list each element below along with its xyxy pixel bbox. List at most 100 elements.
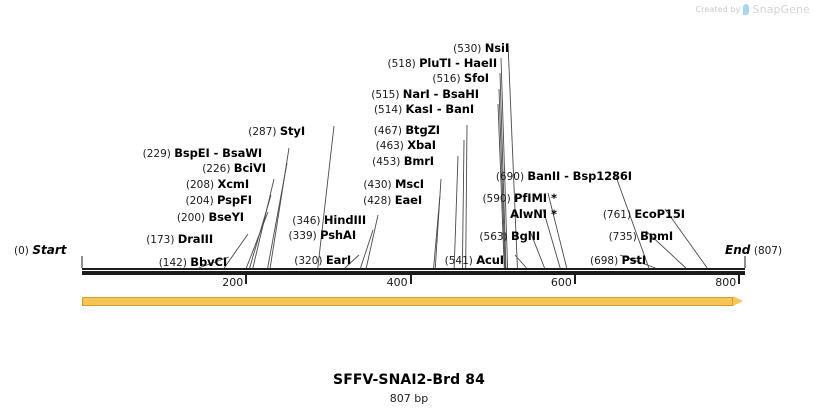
ruler-tick-mark — [573, 275, 576, 284]
enzyme-label-ecop15i[interactable]: (761) EcoP15I — [603, 208, 685, 221]
end-position: (807) — [753, 245, 783, 257]
enzyme-name: PshAI — [320, 228, 356, 242]
enzyme-position: (200) — [176, 212, 209, 224]
leader-line — [252, 178, 275, 269]
enzyme-label-btgzi[interactable]: (467) BtgZI — [374, 124, 440, 137]
enzyme-label-pluti[interactable]: (518) PluTI - HaeII — [388, 57, 498, 70]
leader-line — [317, 125, 335, 269]
enzyme-label-xbai[interactable]: (463) XbaI — [376, 139, 436, 152]
enzyme-label-sfoi[interactable]: (516) SfoI — [432, 72, 489, 85]
enzyme-label-bpmi[interactable]: (735) BpmI — [608, 229, 674, 243]
enzyme-position: (735) — [608, 231, 641, 243]
enzyme-name: SfoI — [463, 71, 489, 85]
arrow-body — [82, 297, 733, 306]
enzyme-position: (226) — [202, 163, 234, 175]
sequence-end-label: End (807) — [725, 244, 782, 257]
enzyme-label-pfimi[interactable]: (590) PfIMI * — [482, 192, 557, 205]
leader-line — [365, 214, 379, 269]
enzyme-label-eari[interactable]: (320) EarI — [294, 254, 351, 267]
enzyme-name: PspFI — [217, 193, 252, 207]
enzyme-label-bspei[interactable]: (229) BspEI - BsaWI — [143, 147, 262, 160]
watermark-created-by-label: Created by — [695, 5, 741, 14]
leader-line — [269, 147, 290, 269]
enzyme-name: NarI - BsaHI — [402, 87, 479, 101]
enzyme-name: StyI — [279, 124, 305, 138]
enzyme-star-marker: * — [546, 207, 557, 221]
leader-line — [434, 178, 442, 269]
enzyme-position: (173) — [146, 234, 178, 246]
enzyme-position: (515) — [371, 89, 403, 101]
enzyme-name: EcoP15I — [634, 207, 685, 221]
enzyme-label-msci[interactable]: (430) MscI — [363, 178, 424, 191]
enzyme-name: PfIMI — [514, 191, 547, 205]
enzyme-label-styi[interactable]: (287) StyI — [248, 125, 305, 138]
enzyme-position: (516) — [432, 73, 464, 85]
enzyme-name: BmrI — [403, 154, 434, 168]
enzyme-name: BtgZI — [405, 123, 440, 137]
enzyme-label-draiii[interactable]: (173) DraIII — [146, 233, 213, 246]
enzyme-label-bbvci[interactable]: (142) BbvCI — [159, 256, 227, 269]
enzyme-position: (229) — [142, 148, 175, 160]
ruler-tick-mark — [409, 275, 412, 284]
end-text: End — [725, 243, 751, 257]
leader-line — [245, 211, 269, 269]
sequence-direction-arrow — [82, 296, 745, 308]
enzyme-label-nari[interactable]: (515) NarI - BsaHI — [371, 88, 479, 101]
enzyme-position: (428) — [363, 195, 395, 207]
enzyme-name: BbvCI — [190, 255, 227, 269]
enzyme-position: (761) — [602, 209, 635, 221]
enzyme-name: BpmI — [640, 229, 673, 243]
enzyme-position: (590) — [482, 193, 515, 205]
enzyme-name: KasI - BanI — [405, 102, 475, 116]
leader-line — [465, 124, 468, 269]
enzyme-position: (690) — [495, 171, 528, 183]
enzyme-name: BseYI — [208, 210, 244, 224]
ruler-bar-gap — [82, 270, 745, 271]
enzyme-label-psti[interactable]: (698) PstI — [590, 254, 646, 267]
enzyme-name: NsiI — [484, 41, 509, 55]
leader-line — [267, 162, 288, 269]
watermark-brand-label: SnapGene — [752, 3, 810, 16]
leader-line — [360, 229, 374, 269]
enzyme-label-acui[interactable]: (541) AcuI — [445, 254, 504, 267]
enzyme-label-bcivi[interactable]: (226) BciVI — [202, 162, 266, 175]
enzyme-position: (346) — [292, 215, 324, 227]
enzyme-position: (467) — [373, 125, 406, 137]
enzyme-label-bglii[interactable]: (563) BglII — [479, 230, 540, 243]
enzyme-label-bmri[interactable]: (453) BmrI — [372, 155, 434, 168]
leader-line — [461, 139, 465, 269]
ruler-tick-label-200: 200 — [222, 276, 244, 289]
enzyme-label-pspfi[interactable]: (204) PspFI — [185, 194, 252, 207]
leader-line — [453, 155, 459, 269]
enzyme-label-eaei[interactable]: (428) EaeI — [363, 194, 422, 207]
snapgene-logo-icon — [743, 4, 750, 15]
enzyme-name: BspEI - BsaWI — [174, 146, 262, 160]
enzyme-position: (287) — [248, 126, 280, 138]
enzyme-label-alwni[interactable]: AlwNI * — [510, 208, 557, 221]
ruler-tick-label-600: 600 — [550, 276, 572, 289]
start-text: Start — [32, 243, 67, 257]
leader-line — [249, 194, 272, 269]
enzyme-star-marker: * — [546, 191, 557, 205]
enzyme-label-kasi[interactable]: (514) KasI - BanI — [374, 103, 474, 116]
map-title-block: SFFV-SNAI2-Brd 84 807 bp — [0, 372, 818, 405]
page-title: SFFV-SNAI2-Brd 84 — [333, 372, 485, 388]
enzyme-label-nsii[interactable]: (530) NsiI — [453, 42, 509, 55]
enzyme-position: (320) — [294, 255, 326, 267]
enzyme-name: EaeI — [394, 193, 422, 207]
sequence-length-label: 807 bp — [389, 392, 429, 405]
enzyme-label-bseyi[interactable]: (200) BseYI — [177, 211, 244, 224]
enzyme-label-xcmi[interactable]: (208) XcmI — [186, 178, 249, 191]
enzyme-position: (563) — [479, 231, 511, 243]
enzyme-name: XbaI — [407, 138, 436, 152]
enzyme-label-banii[interactable]: (690) BanII - Bsp1286I — [496, 170, 632, 183]
leader-line — [433, 194, 441, 269]
enzyme-label-hindiii[interactable]: (346) HindIII — [292, 214, 366, 227]
enzyme-position: (463) — [375, 140, 408, 152]
enzyme-name: HindIII — [323, 213, 366, 227]
enzyme-position: (204) — [185, 195, 218, 207]
enzyme-position: (339) — [288, 230, 321, 242]
enzyme-label-pshai[interactable]: (339) PshAI — [288, 229, 356, 242]
enzyme-position: (530) — [453, 43, 485, 55]
snapgene-watermark: Created by SnapGene — [695, 3, 810, 16]
